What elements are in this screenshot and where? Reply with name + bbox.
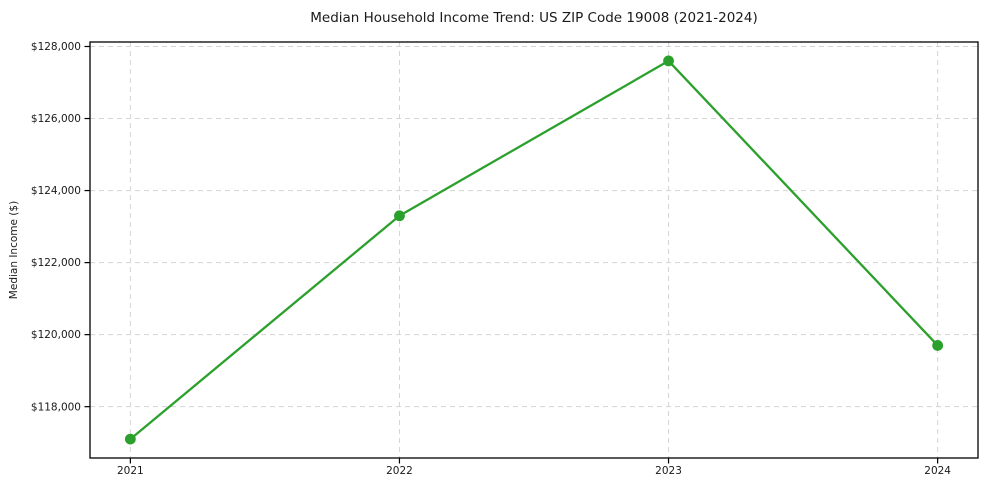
data-point	[124, 433, 136, 445]
trend-line	[129, 59, 939, 441]
x-tick-label: 2024	[924, 465, 951, 477]
x-tick-label: 2022	[386, 465, 413, 477]
y-tick-label: $118,000	[31, 401, 81, 413]
y-tick-label: $122,000	[31, 257, 81, 269]
x-tick-label: 2021	[117, 465, 144, 477]
plot-border	[89, 41, 979, 459]
data-point	[663, 55, 674, 67]
y-tick-label: $120,000	[31, 329, 81, 341]
y-tick-label: $124,000	[31, 185, 81, 197]
x-tick-label: 2023	[655, 465, 682, 477]
y-tick-label: $126,000	[31, 113, 81, 125]
y-tick-label: $128,000	[31, 41, 81, 53]
data-point	[394, 210, 405, 222]
data-point	[932, 340, 944, 351]
chart-title: Median Household Income Trend: US ZIP Co…	[310, 10, 758, 26]
